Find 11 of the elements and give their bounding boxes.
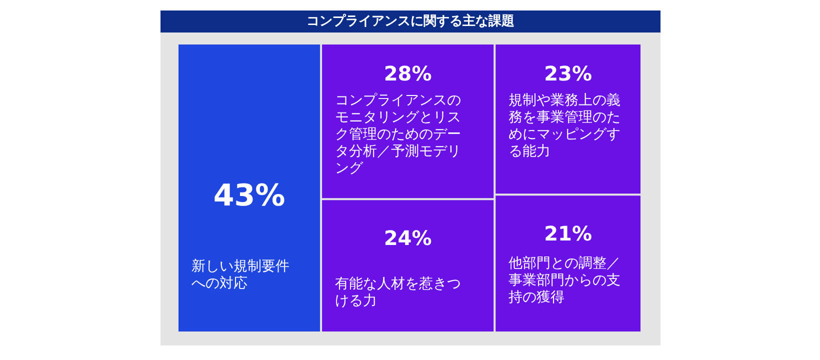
- category-label: 新しい規制要件への対応: [192, 258, 290, 292]
- category-label: 規制や業務上の義務を事業管理のためにマッピングする能力: [508, 92, 621, 160]
- data-label: 21%: [544, 222, 592, 246]
- category-label: コンプライアンスのモニタリングとリスク管理のためのデータ分析／予測モデリング: [335, 92, 462, 176]
- text: コンプライアンスに関する主な課題: [306, 13, 514, 29]
- data-label: 28%: [384, 62, 432, 86]
- data-label: 24%: [384, 226, 432, 250]
- data-label: 23%: [544, 62, 592, 86]
- category-label: 他部門との調整／事業部門からの支持の獲得: [508, 256, 621, 306]
- data-label: 43%: [213, 178, 286, 214]
- category-label: 有能な人材を惹きつける力: [335, 276, 462, 310]
